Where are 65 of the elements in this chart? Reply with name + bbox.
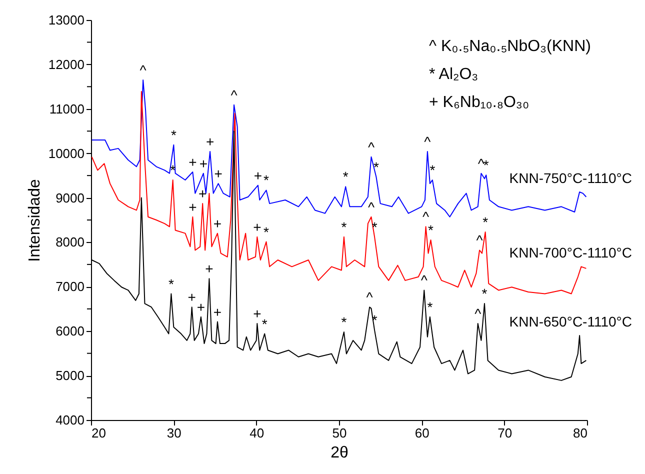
- annotation: ^: [420, 272, 428, 288]
- annotation: ^: [476, 232, 484, 248]
- series-label: KNN-750°C-1110°C: [509, 170, 632, 186]
- annotation: *: [483, 157, 490, 174]
- x-axis-title: 2θ: [330, 444, 348, 462]
- x-tick-label: 40: [250, 426, 264, 440]
- series-label: KNN-700°C-1110°C: [509, 244, 632, 261]
- annotation: +: [253, 218, 262, 235]
- annotation: * Al₂O₃: [429, 66, 478, 83]
- annotation: *: [428, 222, 434, 238]
- annotation: ^: [140, 62, 147, 78]
- annotation: *: [264, 172, 270, 188]
- annotation: ^: [424, 134, 432, 150]
- x-tick-label: 70: [498, 426, 512, 440]
- annotation: +: [196, 298, 206, 315]
- annotation: ^: [478, 155, 485, 172]
- annotation: *: [373, 158, 380, 175]
- y-tick-label: 5000: [56, 368, 84, 384]
- y-tick-label: 4000: [56, 412, 84, 428]
- annotation: ^: [474, 306, 482, 322]
- y-tick-label: 7000: [56, 279, 84, 294]
- x-tick-label: 80: [573, 426, 588, 440]
- annotation: *: [264, 224, 270, 240]
- y-tick-label: 10000: [48, 146, 84, 161]
- annotation: *: [170, 126, 177, 143]
- annotation: +: [198, 186, 207, 202]
- annotation: +: [188, 289, 196, 306]
- annotation: +: [213, 215, 222, 232]
- y-tick-label: 9000: [56, 190, 84, 206]
- annotation: +: [253, 306, 262, 322]
- annotation: ^: [366, 289, 374, 306]
- series-label: KNN-650°C-1110°C: [509, 314, 632, 330]
- annotation: +: [188, 154, 197, 170]
- annotation: +: [214, 166, 222, 182]
- annotation: ^: [368, 138, 375, 155]
- y-tick-label: 8000: [56, 234, 84, 250]
- annotation: *: [262, 316, 268, 332]
- annotation: + K₆Nb₁₀.₈O₃₀: [429, 94, 530, 111]
- annotation: ^ K₀.₅Na₀.₅NbO₃(KNN): [429, 38, 591, 55]
- annotation: *: [427, 298, 434, 315]
- annotation: +: [213, 304, 222, 320]
- annotation: *: [342, 168, 349, 185]
- x-tick-label: 30: [166, 426, 182, 440]
- x-tick-label: 50: [332, 426, 347, 440]
- annotation: *: [482, 286, 488, 302]
- annotation: +: [199, 155, 208, 172]
- annotation: ^: [230, 86, 238, 103]
- y-axis-title: Intensidade: [26, 179, 44, 262]
- annotation: *: [341, 218, 348, 235]
- annotation: +: [205, 260, 214, 277]
- annotation: *: [341, 314, 348, 330]
- annotation: ^: [368, 198, 375, 215]
- y-tick-label: 12000: [48, 56, 84, 72]
- y-tick-label: 13000: [48, 12, 84, 28]
- annotation: +: [254, 167, 262, 184]
- annotation: *: [168, 276, 174, 292]
- y-tick-label: 6000: [56, 324, 84, 339]
- annotation: *: [482, 214, 489, 230]
- x-tick-label: 60: [414, 426, 430, 440]
- annotation: +: [206, 134, 214, 150]
- annotation: +: [188, 198, 197, 215]
- annotation: *: [430, 162, 436, 178]
- y-tick-label: 11000: [49, 101, 84, 116]
- annotation: ^: [422, 208, 430, 225]
- x-tick-label: 20: [92, 426, 106, 440]
